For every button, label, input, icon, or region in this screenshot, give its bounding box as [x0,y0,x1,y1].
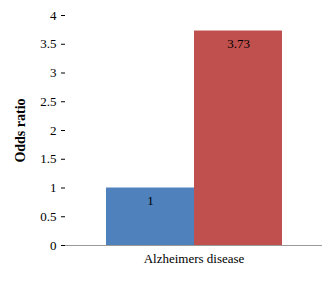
svg-text:0: 0 [50,238,57,253]
svg-text:0.5: 0.5 [40,209,56,224]
svg-text:3.73: 3.73 [227,36,250,51]
svg-text:2.5: 2.5 [40,94,56,109]
svg-text:1: 1 [50,180,57,195]
svg-text:3: 3 [50,65,57,80]
svg-text:2: 2 [50,123,57,138]
svg-text:1: 1 [147,193,154,208]
svg-text:3.5: 3.5 [40,36,56,51]
svg-text:Odds ratio: Odds ratio [13,98,28,162]
svg-text:1.5: 1.5 [40,151,56,166]
svg-text:Alzheimers disease: Alzheimers disease [144,251,245,266]
svg-text:4: 4 [50,8,57,23]
